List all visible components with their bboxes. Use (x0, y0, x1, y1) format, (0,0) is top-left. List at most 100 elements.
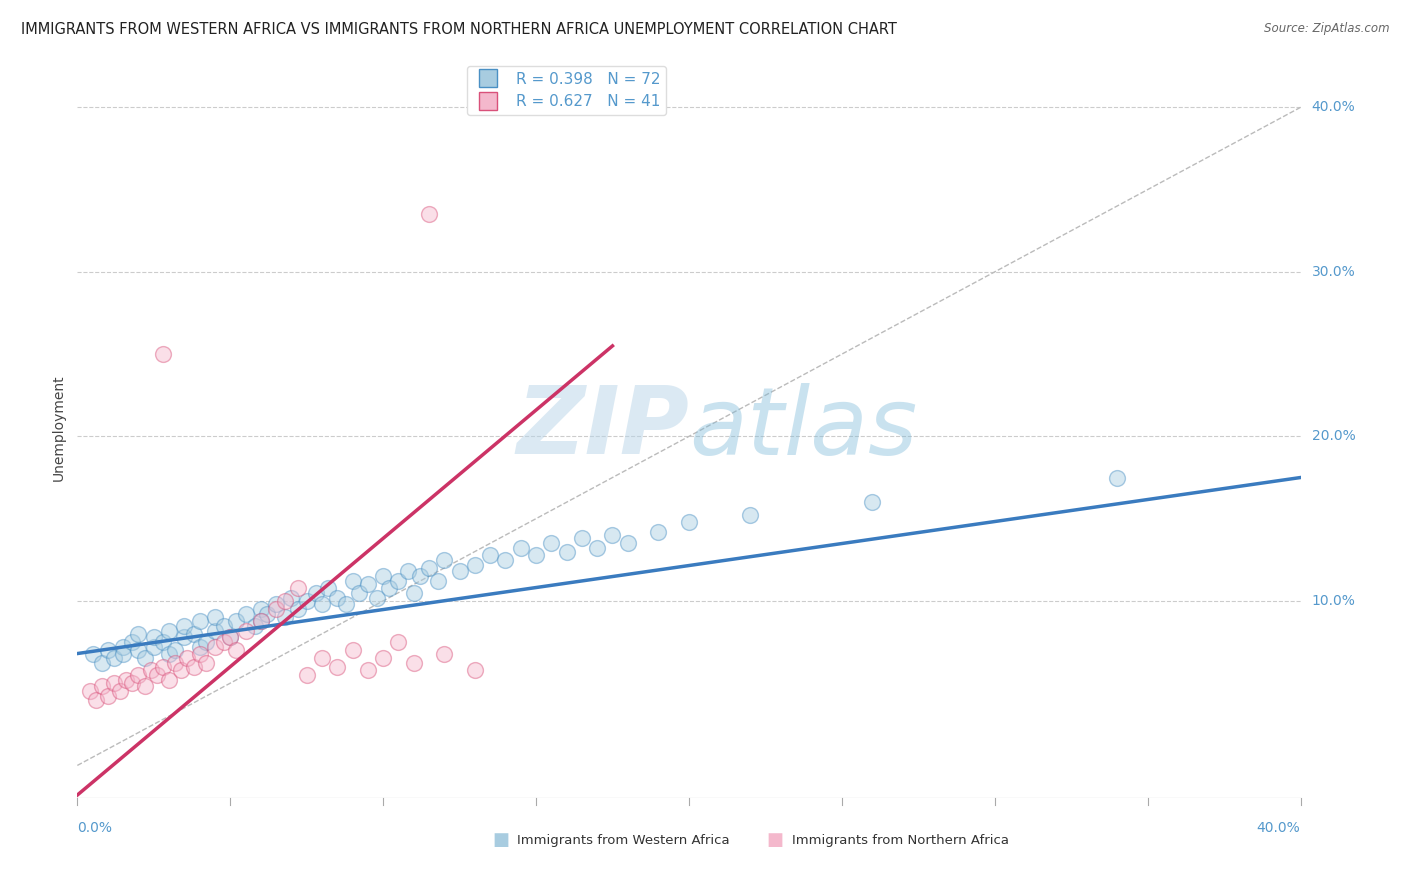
Point (250, 602, 273, 616)
Point (219, 630, 242, 644)
Text: 40.0%: 40.0% (1257, 821, 1301, 835)
Point (157, 624, 180, 638)
Point (347, 585, 370, 599)
Text: Immigrants from Northern Africa: Immigrants from Northern Africa (792, 834, 1008, 847)
Text: Immigrants from Western Africa: Immigrants from Western Africa (517, 834, 730, 847)
Point (188, 647, 211, 661)
Point (264, 602, 287, 616)
Point (342, 643, 364, 657)
Point (204, 610, 226, 624)
Point (371, 569, 394, 583)
Point (194, 635, 217, 649)
Point (112, 647, 135, 661)
Point (586, 541, 609, 556)
Point (464, 558, 486, 572)
Text: 20.0%: 20.0% (1312, 429, 1355, 443)
Point (127, 643, 149, 657)
Point (188, 640, 211, 654)
Point (402, 657, 425, 671)
Point (142, 630, 165, 644)
Point (495, 553, 517, 567)
Point (212, 635, 235, 649)
Point (225, 614, 247, 628)
Point (97, 690, 120, 704)
Point (194, 657, 217, 671)
Point (740, 508, 762, 523)
Point (152, 635, 174, 649)
Text: 0.0%: 0.0% (77, 821, 112, 835)
Point (311, 651, 333, 665)
Point (366, 591, 388, 605)
Point (524, 548, 547, 562)
Point (387, 574, 409, 589)
Point (243, 618, 266, 632)
Point (157, 647, 180, 661)
Point (90, 657, 112, 671)
Point (146, 668, 169, 682)
Point (121, 635, 143, 649)
Point (449, 564, 471, 578)
Point (235, 624, 257, 638)
Point (402, 585, 425, 599)
Point (295, 668, 318, 682)
Point (134, 680, 156, 694)
Point (540, 536, 562, 550)
Point (170, 663, 193, 677)
Point (274, 594, 297, 608)
Point (235, 607, 257, 621)
Point (287, 581, 309, 595)
Point (427, 574, 450, 589)
Point (371, 651, 394, 665)
Point (256, 607, 278, 621)
Text: ■: ■ (492, 831, 509, 849)
Point (250, 614, 273, 628)
Point (295, 594, 318, 608)
Point (571, 532, 593, 546)
Point (84, 692, 107, 706)
Point (108, 684, 131, 698)
Point (183, 659, 205, 673)
Point (387, 635, 409, 649)
Point (165, 657, 187, 671)
Point (396, 564, 419, 578)
Point (464, 663, 486, 677)
Point (409, 569, 432, 583)
Point (134, 651, 156, 665)
Text: Source: ZipAtlas.com: Source: ZipAtlas.com (1264, 22, 1389, 36)
Point (280, 591, 302, 605)
Text: 30.0%: 30.0% (1312, 265, 1355, 279)
Point (204, 624, 226, 638)
Text: IMMIGRANTS FROM WESTERN AFRICA VS IMMIGRANTS FROM NORTHERN AFRICA UNEMPLOYMENT C: IMMIGRANTS FROM WESTERN AFRICA VS IMMIGR… (21, 22, 897, 37)
Point (188, 614, 211, 628)
Point (204, 640, 226, 654)
Point (305, 585, 328, 599)
Text: atlas: atlas (689, 383, 917, 474)
Point (678, 515, 700, 529)
Point (316, 581, 339, 595)
Point (139, 663, 162, 677)
Point (555, 544, 578, 558)
Y-axis label: Unemployment: Unemployment (52, 375, 66, 482)
Point (127, 627, 149, 641)
Point (90, 680, 112, 694)
Point (219, 630, 242, 644)
Point (433, 647, 456, 661)
Point (287, 602, 309, 616)
Point (82, 647, 104, 661)
Point (142, 640, 165, 654)
Point (357, 663, 380, 677)
Point (326, 591, 349, 605)
Point (479, 548, 502, 562)
Text: ■: ■ (766, 831, 783, 849)
Point (183, 627, 205, 641)
Text: 10.0%: 10.0% (1312, 594, 1355, 608)
Point (165, 643, 187, 657)
Point (127, 668, 149, 682)
Point (157, 673, 180, 687)
Point (152, 659, 174, 673)
Point (264, 597, 287, 611)
Point (212, 618, 235, 632)
Point (602, 528, 624, 542)
Point (357, 577, 380, 591)
Point (97, 643, 120, 657)
